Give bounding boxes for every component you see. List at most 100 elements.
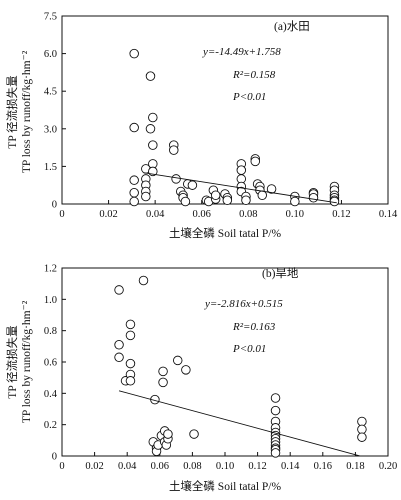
data-point (329, 196, 340, 207)
panel-a-label: (a)水田 (274, 20, 310, 33)
data-point (158, 377, 168, 388)
x-tick-label: 0.12 (248, 461, 266, 472)
data-point (308, 192, 319, 203)
data-point (129, 175, 139, 185)
data-point (145, 71, 156, 81)
y-tick-label: 0 (52, 452, 57, 463)
panel-b-trendline (118, 390, 361, 457)
data-point (158, 366, 168, 377)
panel-b-plot-frame (61, 267, 389, 457)
y-tick-label: 0.4 (44, 389, 58, 400)
y-tick-label: 1.0 (44, 295, 57, 306)
x-tick-label: 0.16 (314, 461, 332, 472)
x-tick-label: 0 (59, 461, 64, 472)
panel-b-label: (b)旱地 (262, 267, 299, 280)
data-point (187, 180, 198, 190)
y-tick-label: 0 (52, 200, 57, 211)
data-point (145, 124, 156, 134)
x-tick-label: 0.14 (379, 209, 398, 220)
data-point (141, 191, 151, 202)
panel-a-r2: R²=0.158 (232, 69, 276, 81)
data-point (210, 190, 221, 200)
x-tick-label: 0.06 (193, 209, 211, 220)
x-tick-label: 0.04 (118, 461, 137, 472)
panel-b-r2: R²=0.163 (232, 321, 276, 333)
panel-a-points (129, 48, 340, 207)
data-point (129, 122, 139, 133)
data-point (125, 358, 136, 369)
panel-a-equation: y=-14.49x+1.758 (202, 46, 281, 58)
x-tick-label: 0.20 (379, 461, 397, 472)
x-tick-label: 0.12 (332, 209, 350, 220)
y-tick-label: 4.5 (44, 87, 57, 98)
panel-b-ylabel-cn: TP 径流损失量 (5, 325, 19, 398)
data-point (241, 195, 251, 205)
panel-a-plot-frame (61, 15, 389, 205)
data-point (129, 48, 139, 59)
data-point (129, 187, 139, 198)
x-tick-label: 0.04 (146, 209, 165, 220)
panel-b-dryland: 0 0.02 0.04 0.06 0.08 0.10 0.12 0.14 0.16 0.18 0.2… (5, 264, 397, 494)
data-point (250, 156, 261, 167)
data-point (181, 365, 191, 375)
x-tick-label: 0.02 (99, 209, 117, 220)
data-point (125, 319, 136, 330)
panel-a-xlabel: 土壤全磷 Soil tatal P/% (169, 226, 282, 240)
data-point (125, 330, 136, 341)
data-point (148, 112, 158, 123)
x-tick-label: 0.10 (216, 461, 234, 472)
data-point (163, 429, 173, 439)
data-point (357, 432, 367, 442)
data-point (222, 195, 233, 205)
panel-a-pvalue: P<0.01 (232, 91, 266, 103)
data-point (270, 405, 281, 416)
data-point (357, 424, 367, 435)
data-point (114, 285, 124, 295)
x-tick-label: 0.14 (281, 461, 300, 472)
data-point (180, 196, 191, 207)
data-point (171, 174, 181, 184)
y-tick-label: 3.0 (44, 124, 57, 135)
data-point (290, 196, 300, 207)
panel-b-equation: y=-2.816x+0.515 (204, 298, 283, 310)
data-point (172, 355, 183, 366)
data-point (270, 448, 281, 458)
data-point (257, 190, 268, 200)
panel-b-points (114, 275, 367, 458)
data-point (270, 393, 281, 403)
panel-b-pvalue: P<0.01 (232, 343, 266, 355)
data-point (138, 275, 149, 286)
y-tick-label: 0.2 (44, 420, 57, 431)
data-point (236, 165, 247, 175)
data-point (114, 352, 124, 363)
x-tick-label: 0.02 (85, 461, 103, 472)
y-tick-label: 6.0 (44, 49, 57, 60)
y-tick-label: 1.2 (44, 264, 57, 275)
data-point (114, 340, 124, 350)
panel-b-ylabel-en: TP loss by runoff/kg·hm⁻² (21, 300, 33, 423)
data-point (125, 376, 136, 386)
y-tick-label: 1.5 (44, 162, 57, 173)
data-point (189, 429, 199, 439)
data-point (129, 196, 139, 207)
x-tick-label: 0.06 (151, 461, 169, 472)
x-tick-label: 0.18 (346, 461, 364, 472)
panel-a-trendline (143, 172, 337, 204)
data-point (266, 184, 277, 194)
panel-a-ticks: 0 0.02 0.04 0.06 0.08 0.10 0.12 0.14 0 1.5 3.0 4.5 6… (44, 12, 398, 221)
y-tick-label: 7.5 (44, 12, 57, 23)
x-tick-label: 0.10 (286, 209, 304, 220)
data-point (357, 416, 367, 427)
y-tick-label: 0.6 (44, 358, 57, 369)
panel-b-xlabel: 土壤全磷 Soil tatal P/% (169, 479, 282, 493)
panel-b-ticks: 0 0.02 0.04 0.06 0.08 0.10 0.12 0.14 0.16 0.18 0.2… (44, 264, 397, 473)
panel-a-ylabel-en: TP loss by runoff/kg·hm⁻² (21, 50, 33, 173)
x-tick-label: 0 (59, 209, 64, 220)
y-tick-label: 0.8 (44, 326, 57, 337)
panel-a-paddy: 0 0.02 0.04 0.06 0.08 0.10 0.12 0.14 0 1.5 3.0 4.5 6… (5, 12, 398, 241)
x-tick-label: 0.08 (183, 461, 201, 472)
panel-a-ylabel-cn: TP 径流损失量 (5, 75, 19, 148)
data-point (148, 140, 158, 150)
data-point (169, 145, 179, 155)
